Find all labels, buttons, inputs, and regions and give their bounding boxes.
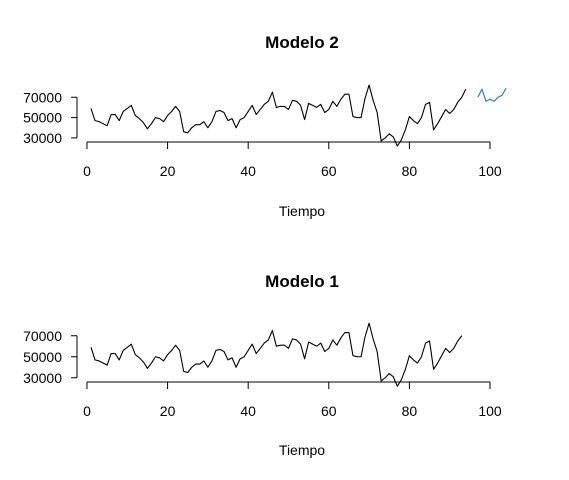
chart-panel-modelo-2: Modelo 2 Tiempo 0 20 40 60 80 100 30000 50000 70…: [23, 33, 507, 219]
series-line-observed: [90, 322, 463, 387]
y-tick-label: 70000: [23, 89, 62, 105]
x-tick-label: 20: [160, 403, 176, 419]
y-tick-label: 30000: [23, 130, 62, 146]
series-line-observed: [90, 84, 467, 147]
x-tick-label: 60: [321, 403, 337, 419]
chart-title: Modelo 2: [265, 33, 339, 52]
x-tick-label: 40: [240, 163, 256, 179]
series-line-forecast: [477, 87, 507, 102]
y-tick-label: 70000: [23, 328, 62, 344]
x-tick-label: 80: [402, 403, 418, 419]
x-tick-label: 20: [160, 163, 176, 179]
chart-panel-modelo-1: Modelo 1 Tiempo 0 20 40 60 80 100 30000 50000 70…: [23, 272, 502, 458]
y-tick-label: 50000: [23, 349, 62, 365]
x-tick-label: 80: [402, 163, 418, 179]
x-tick-label: 0: [83, 163, 91, 179]
x-tick-label: 100: [478, 163, 502, 179]
y-tick-label: 50000: [23, 110, 62, 126]
x-tick-label: 100: [478, 403, 502, 419]
x-axis-label: Tiempo: [279, 442, 325, 458]
x-tick-label: 0: [83, 403, 91, 419]
chart-title: Modelo 1: [265, 272, 339, 291]
y-tick-label: 30000: [23, 370, 62, 386]
x-tick-label: 60: [321, 163, 337, 179]
x-tick-label: 40: [240, 403, 256, 419]
x-axis-label: Tiempo: [279, 203, 325, 219]
